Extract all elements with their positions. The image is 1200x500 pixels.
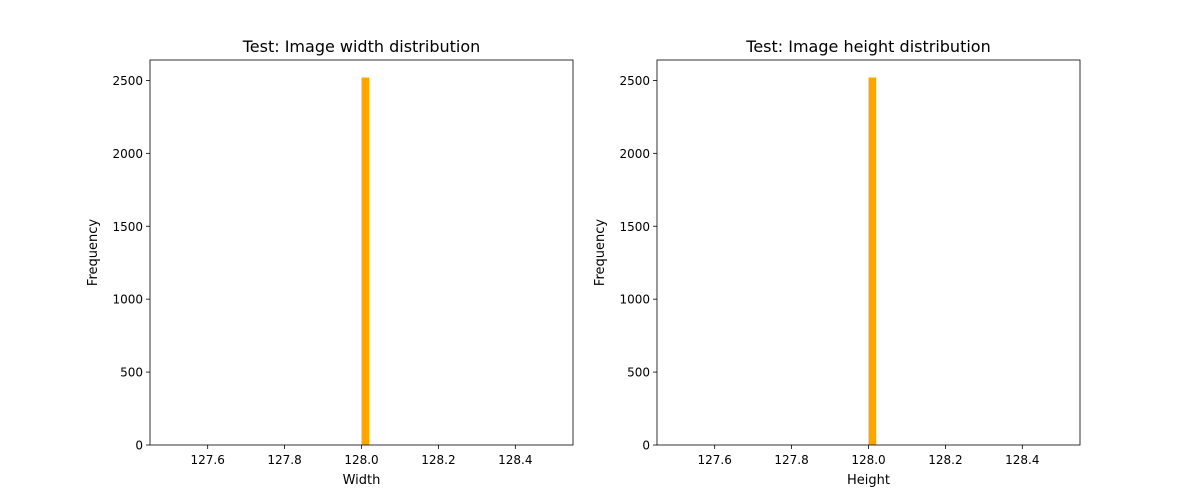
x-axis-label: Height (847, 473, 890, 488)
x-tick-label: 128.4 (498, 453, 532, 467)
y-tick-label: 2000 (112, 147, 143, 161)
x-tick-label: 128.4 (1005, 453, 1039, 467)
chart-title: Test: Image width distribution (242, 37, 481, 56)
x-tick-label: 127.6 (698, 453, 732, 467)
y-axis-label: Frequency (86, 219, 101, 286)
x-tick-label: 128.0 (851, 453, 885, 467)
y-tick-label: 500 (627, 366, 650, 380)
histogram-bar (868, 77, 877, 445)
y-tick-label: 1500 (619, 220, 650, 234)
y-tick-label: 2500 (619, 74, 650, 88)
x-tick-label: 127.8 (774, 453, 808, 467)
y-tick-label: 2000 (619, 147, 650, 161)
y-tick-label: 2500 (112, 74, 143, 88)
chart-width-distribution: 127.6 127.8 128.0 128.2 128.4 0 500 1000 1500 200… (86, 37, 574, 488)
y-tick-label: 0 (642, 439, 650, 453)
y-tick-label: 1000 (619, 293, 650, 307)
x-tick-label: 128.0 (344, 453, 378, 467)
y-axis-label: Frequency (593, 219, 608, 286)
x-tick-label: 128.2 (421, 453, 455, 467)
x-tick-label: 127.8 (267, 453, 301, 467)
histogram-bar (361, 77, 370, 445)
chart-title: Test: Image height distribution (745, 37, 990, 56)
y-tick-label: 0 (135, 439, 143, 453)
y-tick-label: 1000 (112, 293, 143, 307)
y-tick-label: 1500 (112, 220, 143, 234)
chart-height-distribution: 127.6 127.8 128.0 128.2 128.4 0 500 1000 1500 200… (593, 37, 1081, 488)
y-tick-label: 500 (120, 366, 143, 380)
x-tick-label: 127.6 (191, 453, 225, 467)
x-axis-label: Width (343, 473, 381, 488)
x-tick-label: 128.2 (928, 453, 962, 467)
